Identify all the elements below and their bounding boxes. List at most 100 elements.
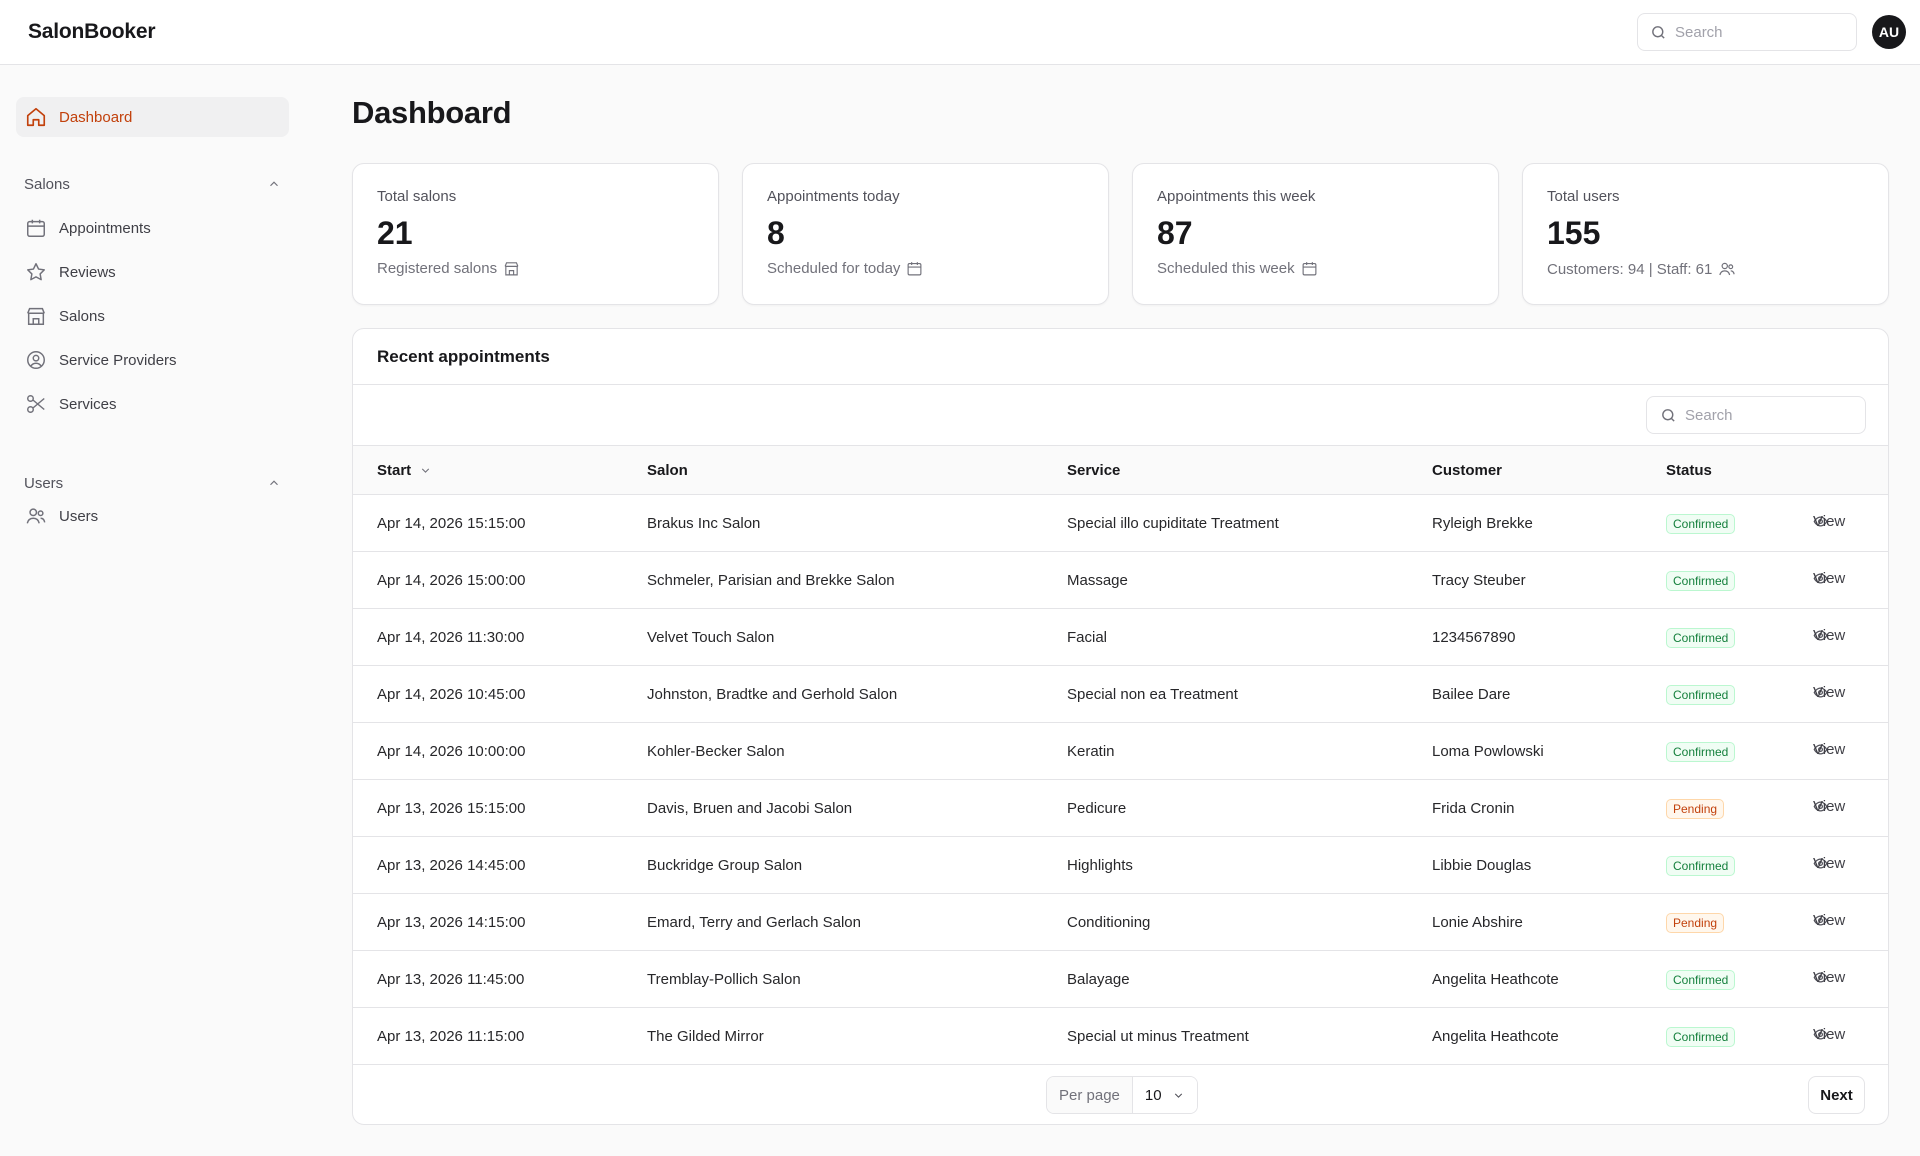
recent-appointments-panel: Recent appointments Start Salon Service …	[352, 328, 1889, 1125]
stat-card-appointments-week: Appointments this week 87 Scheduled this…	[1132, 163, 1499, 305]
view-button[interactable]: View	[1813, 1026, 1845, 1043]
cell-customer: Ryleigh Brekke	[1432, 515, 1533, 532]
cell-start: Apr 14, 2026 15:00:00	[377, 572, 526, 589]
sidebar-item-salons[interactable]: Salons	[16, 296, 289, 336]
sidebar-group-salons[interactable]: Salons	[24, 172, 281, 196]
page-title: Dashboard	[352, 95, 512, 130]
cell-start: Apr 14, 2026 15:15:00	[377, 515, 526, 532]
pagination: Per page 10 Next	[352, 1064, 1889, 1124]
eye-icon	[1813, 687, 1828, 698]
store-icon	[24, 304, 48, 328]
view-label: View	[1813, 855, 1846, 872]
sidebar: Dashboard Salons Appointments Reviews Sa…	[0, 65, 305, 1156]
brand-logo[interactable]: SalonBooker	[28, 20, 156, 43]
cell-customer: Lonie Abshire	[1432, 914, 1523, 931]
eye-icon	[1813, 744, 1828, 755]
column-header-service: Service	[1067, 462, 1121, 479]
view-button[interactable]: View	[1813, 912, 1845, 929]
cell-service: Keratin	[1067, 743, 1115, 760]
stat-value: 8	[767, 215, 785, 251]
cell-start: Apr 14, 2026 11:30:00	[377, 629, 525, 646]
table-body: Apr 14, 2026 15:15:00 Brakus Inc Salon Spe…	[353, 495, 1888, 1065]
cell-salon: Schmeler, Parisian and Brekke Salon	[647, 572, 895, 589]
view-label: View	[1813, 684, 1846, 701]
stat-description: Scheduled this week	[1157, 260, 1295, 277]
search-icon	[1662, 408, 1675, 422]
sidebar-item-service-providers[interactable]: Service Providers	[16, 340, 289, 380]
view-button[interactable]: View	[1813, 855, 1845, 872]
view-label: View	[1813, 570, 1846, 587]
status-badge: Confirmed	[1666, 514, 1736, 534]
sidebar-item-services[interactable]: Services	[16, 384, 289, 424]
table-search[interactable]	[1646, 396, 1866, 434]
cell-service: Facial	[1067, 629, 1108, 646]
cell-service: Highlights	[1067, 857, 1133, 874]
cell-service: Conditioning	[1067, 914, 1151, 931]
view-button[interactable]: View	[1813, 684, 1845, 701]
per-page-control: Per page 10	[1046, 1076, 1198, 1114]
store-icon	[504, 262, 519, 276]
eye-icon	[1813, 516, 1828, 527]
stat-value: 87	[1157, 215, 1193, 251]
sidebar-item-label: Service Providers	[59, 351, 177, 369]
cell-customer: Tracy Steuber	[1432, 572, 1526, 589]
cell-customer: Angelita Heathcote	[1432, 971, 1559, 988]
cell-salon: Buckridge Group Salon	[647, 857, 803, 874]
view-button[interactable]: View	[1813, 570, 1845, 587]
chevron-down-icon	[422, 468, 430, 473]
per-page-label: Per page	[1047, 1077, 1133, 1113]
sidebar-group-label: Salons	[24, 175, 70, 193]
column-header-customer: Customer	[1432, 462, 1503, 479]
status-badge: Pending	[1666, 913, 1725, 933]
view-button[interactable]: View	[1813, 627, 1845, 644]
cell-salon: Velvet Touch Salon	[647, 629, 775, 646]
eye-icon	[1813, 972, 1828, 983]
sidebar-group-users[interactable]: Users	[24, 471, 281, 495]
cell-start: Apr 14, 2026 10:00:00	[377, 743, 526, 760]
stat-value: 21	[377, 215, 413, 251]
global-search[interactable]	[1637, 13, 1857, 51]
next-page-button[interactable]: Next	[1808, 1076, 1865, 1114]
sidebar-item-reviews[interactable]: Reviews	[16, 252, 289, 292]
view-label: View	[1813, 741, 1846, 758]
cell-customer: Loma Powlowski	[1432, 743, 1544, 760]
cell-customer: 1234567890	[1432, 629, 1516, 646]
sidebar-item-label: Services	[59, 395, 117, 413]
cell-salon: Brakus Inc Salon	[647, 515, 761, 532]
view-button[interactable]: View	[1813, 969, 1845, 986]
view-button[interactable]: View	[1813, 741, 1845, 758]
view-button[interactable]: View	[1813, 513, 1845, 530]
eye-icon	[1813, 630, 1828, 641]
sidebar-item-appointments[interactable]: Appointments	[16, 208, 289, 248]
column-header-start[interactable]: Start	[377, 462, 432, 479]
table-search-input[interactable]	[1685, 406, 1855, 424]
eye-icon	[1813, 801, 1828, 812]
view-label: View	[1813, 969, 1846, 986]
cell-salon: Tremblay-Pollich Salon	[647, 971, 801, 988]
sidebar-item-label: Appointments	[59, 219, 151, 237]
avatar[interactable]: AU	[1872, 15, 1906, 49]
stat-description: Customers: 94 | Staff: 61	[1547, 260, 1713, 278]
cell-customer: Frida Cronin	[1432, 800, 1515, 817]
status-badge: Confirmed	[1666, 685, 1736, 705]
cell-start: Apr 13, 2026 11:15:00	[377, 1028, 525, 1045]
global-search-input[interactable]	[1675, 23, 1845, 41]
per-page-select[interactable]: 10	[1132, 1077, 1197, 1113]
cell-service: Pedicure	[1067, 800, 1127, 817]
sidebar-item-label: Users	[59, 507, 99, 525]
table-row: Apr 14, 2026 10:45:00 Johnston, Bradtke a…	[353, 666, 1888, 723]
view-button[interactable]: View	[1813, 798, 1845, 815]
sidebar-item-dashboard[interactable]: Dashboard	[16, 97, 289, 137]
stat-card-total-users: Total users 155 Customers: 94 | Staff: 6…	[1522, 163, 1889, 305]
status-badge: Confirmed	[1666, 970, 1736, 990]
status-badge: Confirmed	[1666, 571, 1736, 591]
sidebar-item-users[interactable]: Users	[16, 496, 289, 536]
stat-card-appointments-today: Appointments today 8 Scheduled for today	[742, 163, 1109, 305]
view-label: View	[1813, 912, 1846, 929]
table-row: Apr 14, 2026 11:30:00 Velvet Touch Salon F…	[353, 609, 1888, 666]
cell-start: Apr 13, 2026 14:15:00	[377, 914, 526, 931]
cell-start: Apr 13, 2026 15:15:00	[377, 800, 526, 817]
cell-salon: The Gilded Mirror	[647, 1028, 764, 1045]
stat-label: Total salons	[377, 188, 457, 205]
cell-service: Special non ea Treatment	[1067, 686, 1238, 703]
